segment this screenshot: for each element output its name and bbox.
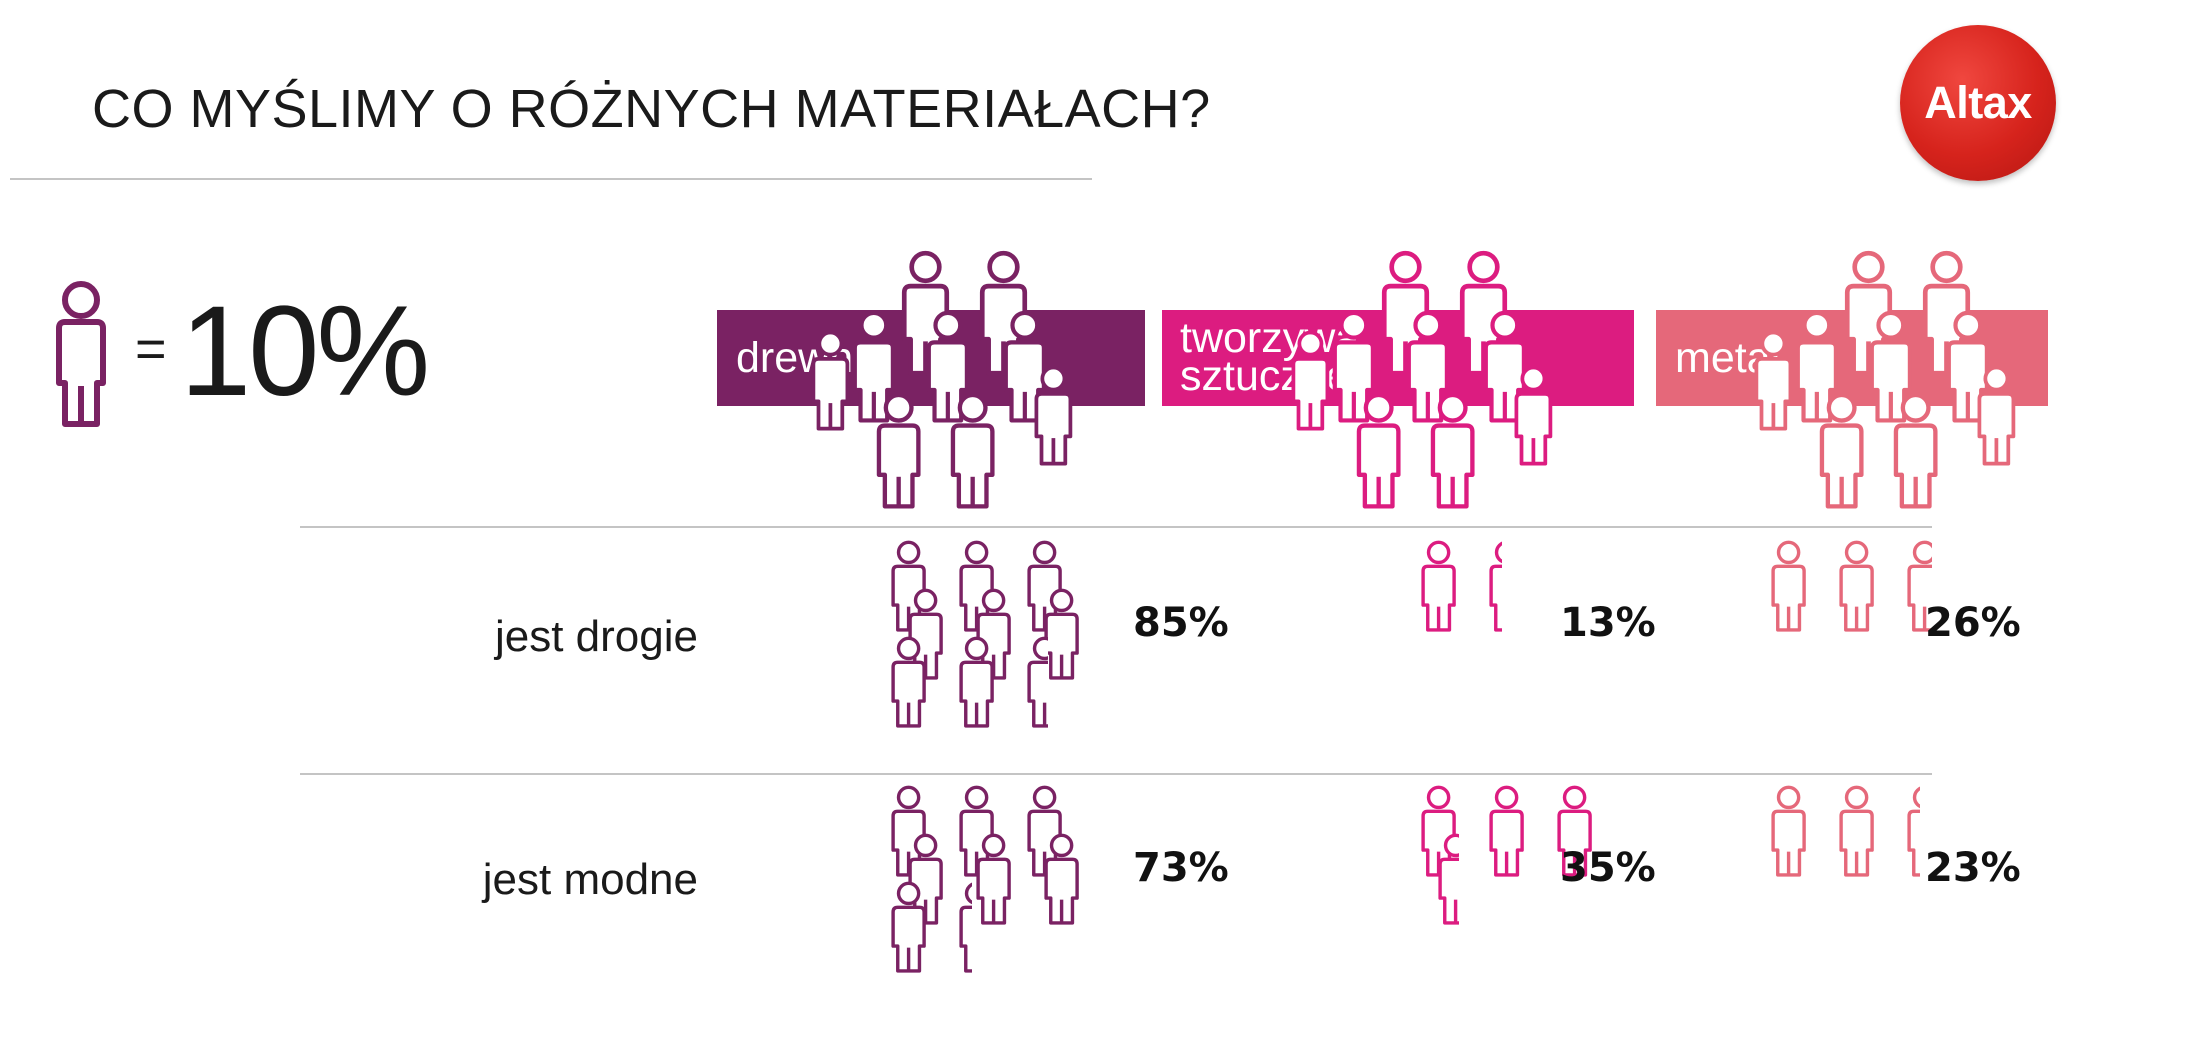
pictogram-0-0: [891, 540, 1079, 728]
cluster-person-icon: [1291, 330, 1330, 431]
cluster-person-icon: [1430, 392, 1475, 509]
person-icon: [1044, 588, 1079, 680]
value-label: 35%: [1560, 845, 1656, 891]
person-icon-partial: [1027, 636, 1048, 728]
person-icon-partial: [1907, 540, 1932, 632]
legend-equals: =: [135, 319, 167, 379]
cluster-person-icon: [950, 392, 995, 509]
value-label: 23%: [1925, 845, 2021, 891]
cluster-person-icon: [926, 310, 969, 423]
person-icon: [1839, 785, 1874, 877]
band-0: drewno: [717, 250, 1145, 509]
value-label: 73%: [1133, 845, 1229, 891]
page-title: CO MYŚLIMY O RÓŻNYCH MATERIAŁACH?: [92, 79, 1211, 139]
cluster-person-icon: [1034, 365, 1073, 466]
cluster-person-icon: [1819, 392, 1864, 509]
cluster-person-icon: [811, 330, 850, 431]
person-icon: [959, 636, 994, 728]
person-icon-partial: [959, 882, 972, 973]
legend-person-icon: [56, 281, 106, 427]
cluster-person-icon: [1406, 310, 1449, 423]
pictogram-0-1: [891, 785, 1079, 973]
cluster-person-icon: [1869, 310, 1912, 423]
row-divider-2: [300, 773, 1932, 775]
person-icon: [1044, 833, 1079, 925]
row-divider-1: [300, 526, 1932, 528]
value-label: 13%: [1560, 600, 1656, 646]
person-icon: [1839, 540, 1874, 632]
person-icon: [1557, 785, 1592, 877]
person-icon: [1771, 540, 1806, 632]
row-label-jest-modne: jest modne: [482, 855, 698, 904]
cluster-person-icon: [876, 392, 921, 509]
title-divider: [10, 178, 1092, 180]
value-label: 85%: [1133, 600, 1229, 646]
person-icon: [976, 833, 1011, 925]
person-icon-partial: [1907, 786, 1920, 877]
person-icon: [976, 588, 1011, 680]
person-icon-partial: [1438, 833, 1459, 925]
band-2: metal: [1656, 250, 2048, 509]
pictogram-2-1: [1771, 785, 1920, 877]
pictogram-1-1: [1421, 785, 1592, 925]
legend-unit-value: 10%: [180, 280, 430, 423]
pictogram-1-0: [1421, 540, 1502, 632]
cluster-person-icon: [1893, 392, 1938, 509]
altax-logo: Altax: [1900, 25, 2056, 181]
cluster-person-icon: [852, 310, 895, 423]
row-label-jest-drogie: jest drogie: [494, 612, 698, 661]
person-icon: [1489, 785, 1524, 877]
cluster-person-icon: [1514, 365, 1553, 466]
person-icon-partial: [1489, 541, 1502, 632]
person-icon: [1421, 540, 1456, 632]
pictogram-2-0: [1771, 540, 1932, 632]
person-icon: [891, 636, 926, 728]
category-label: tworzywa: [1180, 314, 1359, 362]
cluster-person-icon: [1754, 330, 1793, 431]
cluster-person-icon: [1332, 310, 1375, 423]
cluster-person-icon: [1795, 310, 1838, 423]
cluster-person-icon: [1356, 392, 1401, 509]
person-icon: [891, 881, 926, 973]
value-label: 26%: [1925, 600, 2021, 646]
cluster-person-icon: [1977, 365, 2016, 466]
person-icon: [1771, 785, 1806, 877]
logo-text: Altax: [1924, 77, 2032, 128]
